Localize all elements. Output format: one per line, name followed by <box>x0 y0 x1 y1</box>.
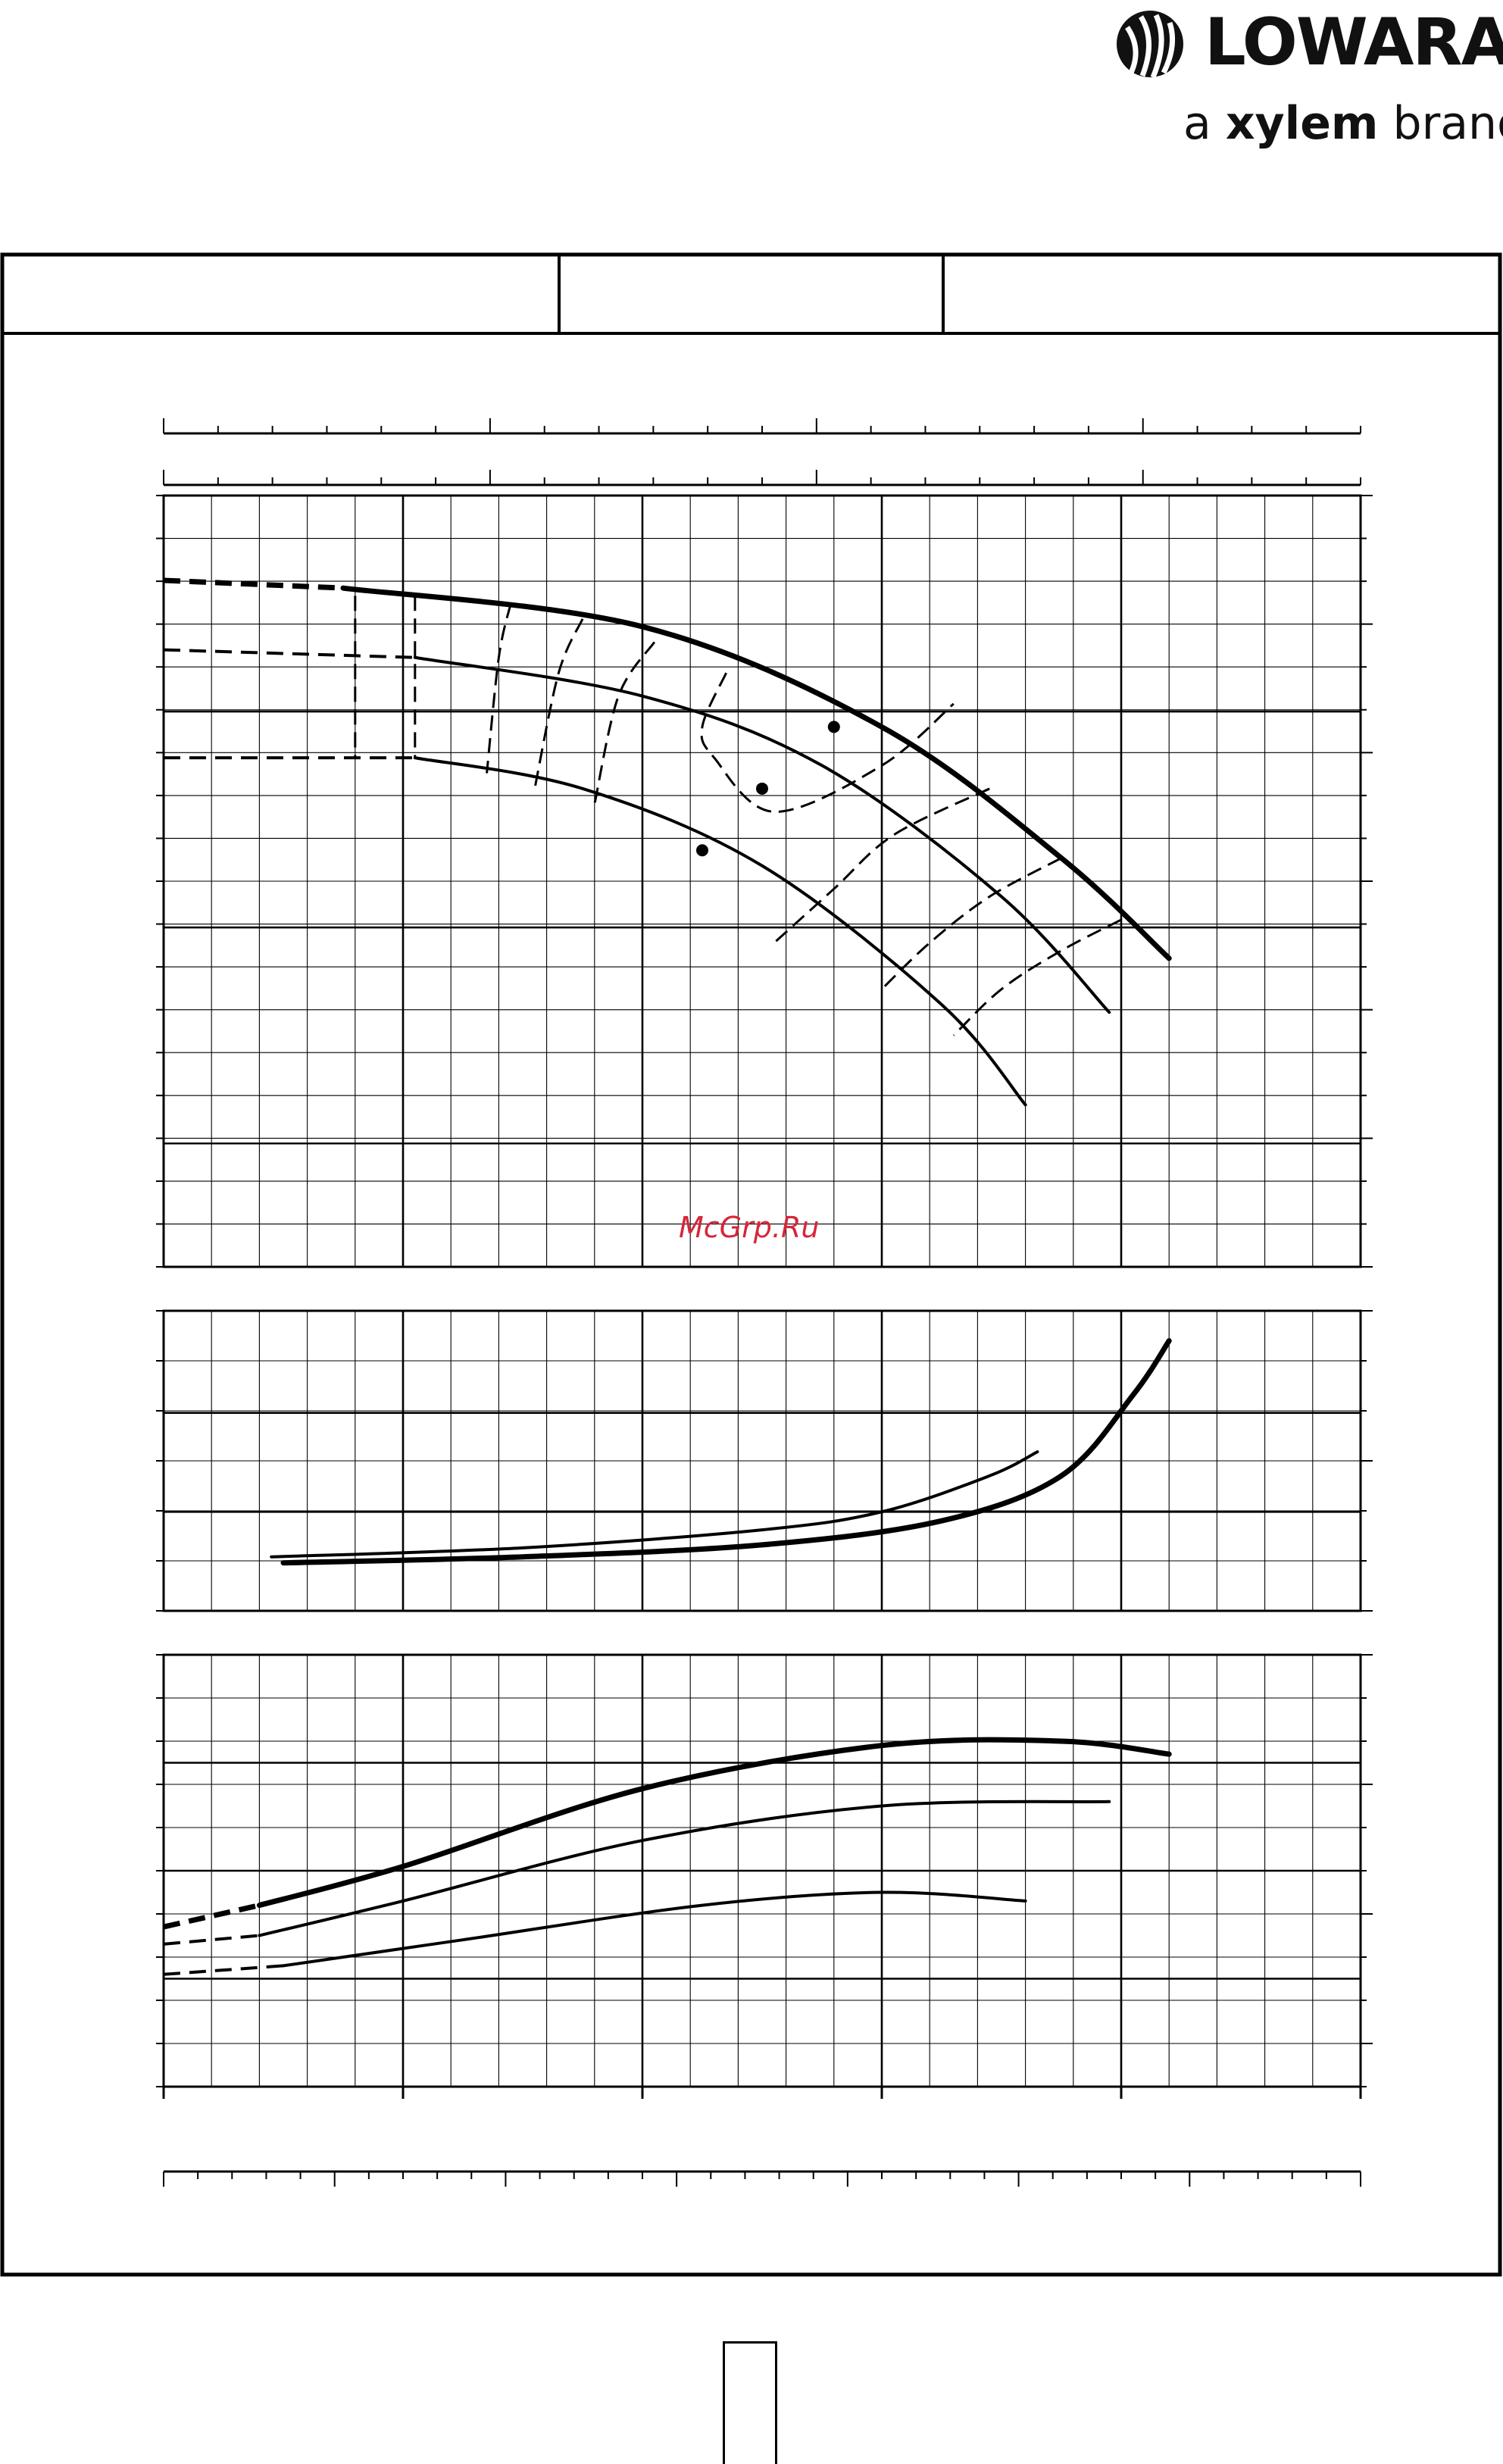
head-grid <box>156 494 1373 1268</box>
brand-tagline: a xylem brand <box>1183 97 1503 150</box>
brand-logo: LOWARA a xylem brand <box>1106 0 1503 152</box>
power-curve-mid-dashed <box>163 1934 260 1946</box>
sheet-frame <box>0 252 1502 2277</box>
power-curve-min-dashed <box>163 1964 284 1976</box>
head-duty-point <box>696 844 708 857</box>
head-iso-efficiency-line <box>533 618 584 790</box>
head-iso-efficiency-line <box>593 641 656 805</box>
head-iso-efficiency-line <box>486 603 512 774</box>
head-curve-min <box>413 756 1027 1107</box>
watermark: McGrp.Ru <box>679 1211 820 1244</box>
head-curve-mid <box>413 655 1111 1015</box>
top-ruler-1 <box>163 418 1361 435</box>
head-duty-point <box>756 782 768 795</box>
brand-name: LOWARA <box>1205 5 1503 80</box>
head-iso-efficiency-line <box>700 672 955 813</box>
head-iso-efficiency-line <box>952 918 1122 1037</box>
npsh-grid <box>156 1309 1373 1612</box>
power-curve-max <box>256 1737 1172 1909</box>
power-grid <box>156 1653 1373 2088</box>
head-curve-max <box>340 585 1172 962</box>
head-iso-efficiency-line <box>773 787 990 944</box>
npsh-curve-max <box>280 1338 1172 1566</box>
head-curve-max-dashed <box>163 577 344 591</box>
bottom-ruler <box>163 2170 1361 2187</box>
npsh-curve-mid <box>270 1450 1039 1559</box>
head-iso-efficiency-line <box>880 857 1062 990</box>
power-curve-min <box>282 1890 1027 1968</box>
lowara-drop-logo-icon <box>1117 11 1183 79</box>
page-number-box <box>723 2341 777 2464</box>
power-curve-mid <box>258 1800 1111 1937</box>
power-curve-max-dashed <box>163 1903 261 1930</box>
head-duty-point <box>827 721 840 733</box>
top-ruler-2 <box>163 470 1361 486</box>
head-curve-mid-dashed <box>163 648 415 659</box>
